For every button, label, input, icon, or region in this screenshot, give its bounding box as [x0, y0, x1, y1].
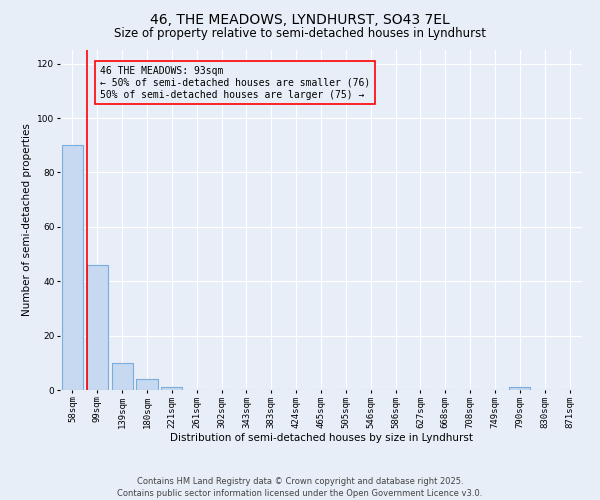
Bar — [136, 379, 158, 390]
Y-axis label: Number of semi-detached properties: Number of semi-detached properties — [22, 124, 32, 316]
Bar — [87, 265, 108, 390]
Bar — [62, 145, 83, 390]
Text: 46 THE MEADOWS: 93sqm
← 50% of semi-detached houses are smaller (76)
50% of semi: 46 THE MEADOWS: 93sqm ← 50% of semi-deta… — [100, 66, 370, 100]
X-axis label: Distribution of semi-detached houses by size in Lyndhurst: Distribution of semi-detached houses by … — [170, 434, 473, 444]
Bar — [161, 388, 182, 390]
Text: Size of property relative to semi-detached houses in Lyndhurst: Size of property relative to semi-detach… — [114, 28, 486, 40]
Bar — [509, 388, 530, 390]
Bar — [112, 363, 133, 390]
Text: 46, THE MEADOWS, LYNDHURST, SO43 7EL: 46, THE MEADOWS, LYNDHURST, SO43 7EL — [150, 12, 450, 26]
Text: Contains HM Land Registry data © Crown copyright and database right 2025.
Contai: Contains HM Land Registry data © Crown c… — [118, 476, 482, 498]
